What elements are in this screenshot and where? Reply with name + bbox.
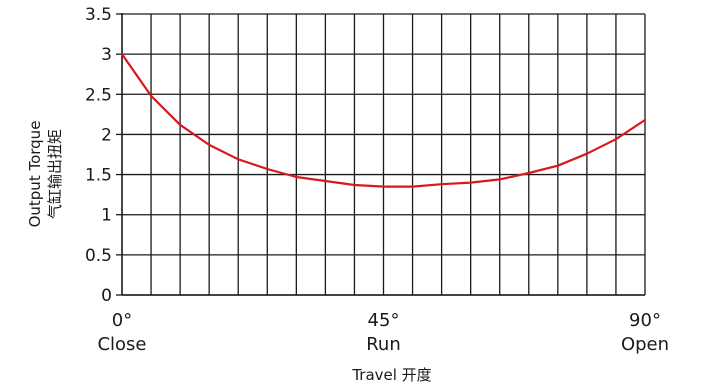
series-point [644,119,646,121]
series-point [556,164,559,167]
series-point [585,152,588,155]
x-tick-labels: 0° Close 45° Run 90° Open [97,310,669,355]
series-layer [120,52,647,188]
series-point [615,138,617,141]
series-point [324,180,327,182]
series-point [295,176,298,178]
y-tick-label: 0 [101,286,112,306]
x-tick-name-label: Open [621,334,669,355]
y-axis-title-line-1: Output Torque [26,121,44,228]
y-tick-label: 0.5 [85,246,112,266]
series-point [208,143,211,146]
y-tick-label: 1 [101,206,112,226]
y-tick-label: 1.5 [85,166,112,186]
series-point [440,183,443,186]
series-point [150,94,152,97]
series-point [266,168,269,170]
series-point [237,158,240,161]
series-point [121,53,123,56]
y-axis-title: Output Torque 气缸输出扭矩 [26,121,64,228]
series-point [469,181,472,184]
axes [116,13,646,296]
series-point [179,123,182,126]
y-axis-title-line-2: 气缸输出扭矩 [46,129,64,219]
series-point [411,185,414,188]
series-point [527,172,530,174]
x-tick-name-label: Close [97,334,146,355]
x-tick-degree-label: 45° [368,310,400,331]
x-tick-degree-label: 0° [112,310,132,331]
x-tick-name-label: Run [366,334,401,355]
grid-lines [122,13,645,296]
y-tick-labels: 0 0.5 1 1.5 2 2.5 3 3.5 [85,5,112,306]
x-tick-degree-label: 90° [629,310,661,331]
y-tick-label: 2.5 [85,85,112,105]
x-axis-title: Travel 开度 [351,366,431,384]
series-point [498,178,501,181]
y-tick-label: 2 [101,125,112,145]
y-tick-label: 3 [101,45,112,65]
series-point [382,185,385,188]
y-tick-label: 3.5 [85,5,112,25]
series-point [353,184,356,186]
